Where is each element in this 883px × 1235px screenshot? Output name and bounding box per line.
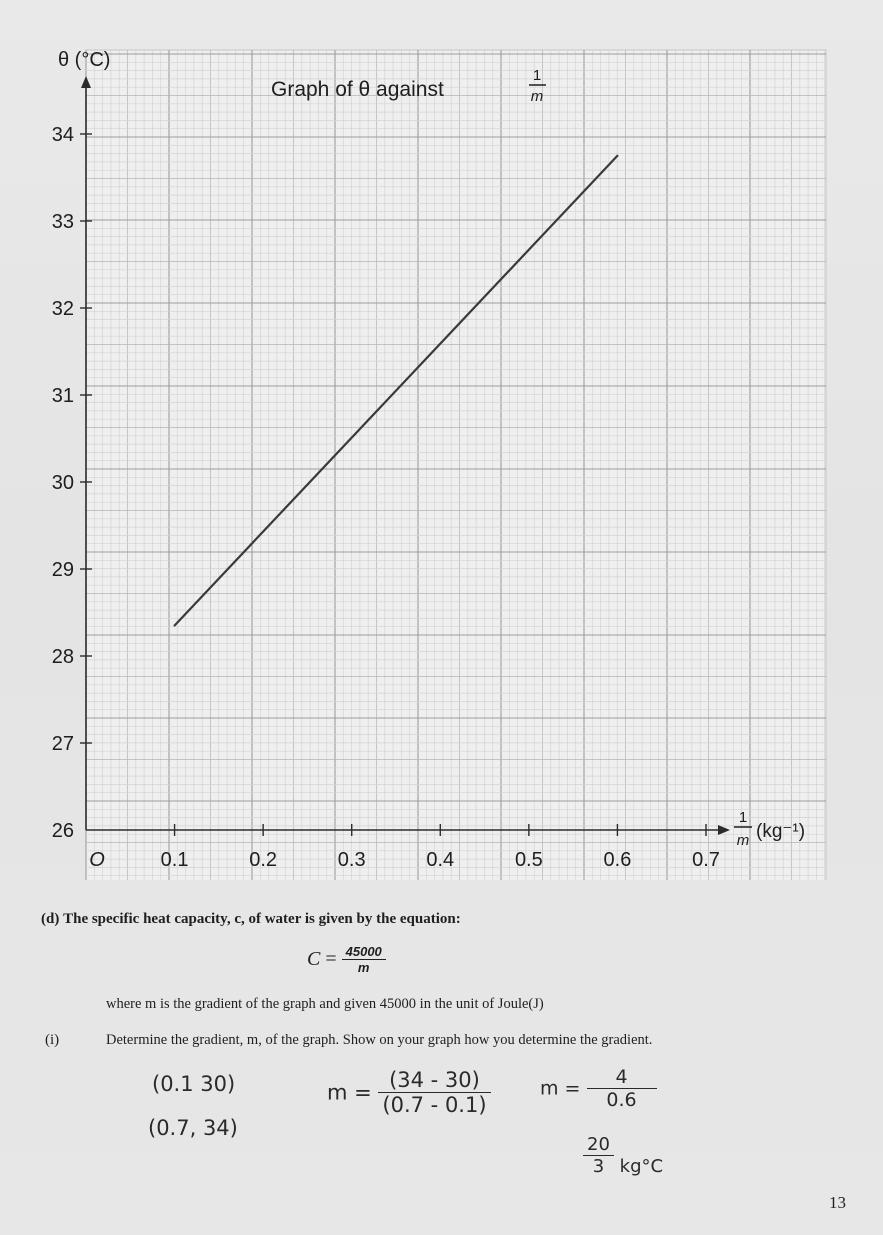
result-fraction: 20 3	[583, 1134, 614, 1177]
y-tick-label: 33	[52, 211, 74, 233]
x-tick-label: 0.3	[338, 849, 366, 871]
x-label-numerator: 1	[739, 809, 747, 826]
x-tick-label: 0.7	[692, 849, 720, 871]
theta-vs-inverse-m-graph: 26 27 28 29 30 31 32 33 34 0.1 0.2 0.3 0.4 0.5 0.6 0.7 O…	[52, 49, 827, 880]
part-d-text: The specific heat capacity, c, of water …	[63, 911, 461, 927]
gradient2-numerator: 4	[586, 1066, 657, 1089]
tick-labels: 26 27 28 29 30 31 32 33 34 0.1 0.2 0.3 0.4 0.5 0.6 0.7 O	[52, 124, 720, 871]
y-tick-label: 31	[52, 385, 74, 407]
gradient2-fraction: 4 0.6	[586, 1066, 657, 1111]
handwritten-result: 20 3 kg°C	[583, 1134, 663, 1177]
best-fit-line	[173, 154, 619, 627]
y-tick-label: 34	[52, 124, 74, 146]
graph-paper-grid	[85, 49, 827, 880]
result-denominator: 3	[592, 1156, 605, 1177]
heat-capacity-equation: C = 45000 m	[307, 944, 386, 975]
x-tick-label: 0.2	[249, 849, 277, 871]
gradient-lhs: m =	[327, 1080, 372, 1105]
equation-fraction: 45000 m	[341, 944, 386, 975]
equation-denominator: m	[357, 960, 370, 975]
handwritten-gradient-value: m = 4 0.6	[540, 1066, 657, 1111]
equation-lhs: C	[307, 948, 321, 970]
y-tick-label: 28	[52, 646, 74, 668]
handwritten-point-2: (0.7, 34)	[148, 1116, 238, 1140]
part-i-text: Determine the gradient, m, of the graph.…	[106, 1032, 653, 1048]
gradient-fraction: (34 - 30) (0.7 - 0.1)	[378, 1068, 491, 1117]
result-numerator: 20	[583, 1134, 614, 1156]
title-fraction-denominator: m	[531, 88, 544, 105]
gradient2-denominator: 0.6	[606, 1089, 637, 1111]
x-tick-label: 0.5	[515, 849, 543, 871]
handwritten-gradient-formula: m = (34 - 30) (0.7 - 0.1)	[327, 1068, 491, 1117]
gradient2-lhs: m =	[540, 1077, 581, 1100]
x-tick-label: 0.4	[426, 849, 454, 871]
x-axis-arrow	[718, 825, 730, 835]
y-tick-label: 29	[52, 559, 74, 581]
y-tick-label: 30	[52, 472, 74, 494]
data-series	[173, 154, 619, 627]
part-i-label: (i)	[45, 1032, 60, 1048]
gradient-note: where m is the gradient of the graph and…	[106, 996, 544, 1012]
y-tick-label: 32	[52, 298, 74, 320]
graph-title: Graph of θ against	[271, 78, 444, 101]
origin-label: O	[89, 849, 105, 871]
x-label-unit: (kg⁻¹)	[756, 821, 805, 842]
x-tick-label: 0.6	[604, 849, 632, 871]
gradient-denominator: (0.7 - 0.1)	[382, 1093, 487, 1117]
part-d-line: (d) The specific heat capacity, c, of wa…	[41, 911, 461, 928]
axes	[81, 76, 730, 835]
handwritten-point-1: (0.1 30)	[152, 1072, 236, 1096]
part-d-label: (d)	[41, 911, 60, 927]
chart-labels: θ (°C) Graph of θ against 1 m 1 m (kg⁻¹)	[58, 49, 805, 849]
x-label-denominator: m	[737, 832, 750, 849]
page-mark: 13	[829, 1193, 846, 1212]
equation-numerator: 45000	[341, 944, 386, 960]
equation-equals: =	[325, 948, 337, 970]
x-tick-label: 0.1	[161, 849, 189, 871]
title-fraction-numerator: 1	[533, 67, 541, 84]
gradient-numerator: (34 - 30)	[378, 1068, 491, 1093]
grid-background	[85, 49, 827, 880]
y-tick-label: 27	[52, 733, 74, 755]
y-tick-label: 26	[52, 820, 74, 842]
result-unit: kg°C	[619, 1156, 664, 1177]
y-axis-arrow	[81, 76, 91, 88]
y-axis-label: θ (°C)	[58, 49, 110, 71]
